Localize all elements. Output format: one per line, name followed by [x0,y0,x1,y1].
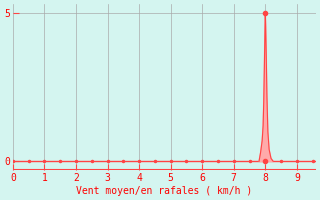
Polygon shape [259,13,273,161]
X-axis label: Vent moyen/en rafales ( km/h ): Vent moyen/en rafales ( km/h ) [76,186,252,196]
